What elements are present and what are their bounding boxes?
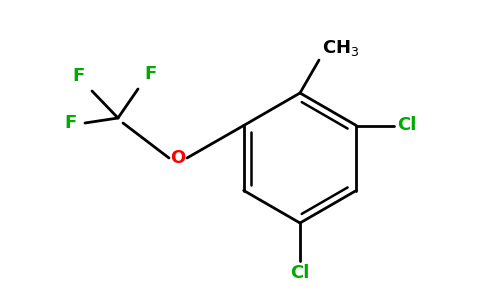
Text: F: F	[72, 67, 84, 85]
Text: F: F	[64, 114, 76, 132]
Text: O: O	[170, 149, 186, 167]
Text: F: F	[144, 65, 156, 83]
Text: Cl: Cl	[397, 116, 417, 134]
Text: CH$_3$: CH$_3$	[322, 38, 360, 58]
Text: Cl: Cl	[290, 264, 310, 282]
